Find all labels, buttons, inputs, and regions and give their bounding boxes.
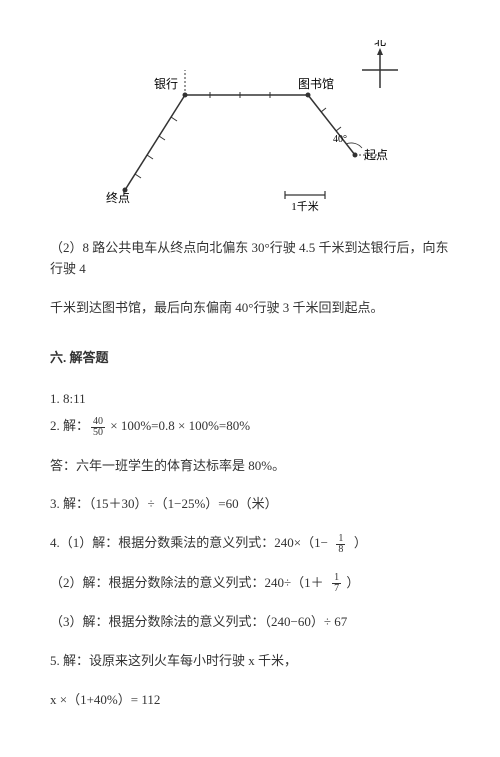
ans-2-answer: 答：六年一班学生的体育达标率是 80%。	[50, 456, 450, 477]
point-start	[353, 153, 358, 158]
ans-4-3: （3）解：根据分数除法的意义列式：（240−60）÷ 67	[50, 612, 450, 633]
diagram-svg: 北 银	[50, 40, 450, 220]
ans-4-2: （2）解：根据分数除法的意义列式：240÷（1＋ 17 ）	[50, 573, 450, 595]
seg-end-bank	[125, 95, 185, 190]
ans-4-2b: ）	[343, 575, 359, 590]
bank-label: 银行	[154, 77, 178, 91]
seg-library-start	[308, 95, 355, 155]
point-library	[306, 93, 311, 98]
route-diagram: 北 银	[50, 40, 450, 220]
fraction-40-50: 4050	[91, 417, 105, 438]
ans-3: 3. 解：（15＋30）÷（1−25%）=60（米）	[50, 494, 450, 515]
ans-4-1: 4.（1）解：根据分数乘法的意义列式：240×（1− 18 ）	[50, 533, 450, 555]
q2-line1: （2）8 路公共电车从终点向北偏东 30°行驶 4.5 千米到达银行后，向东行驶…	[50, 238, 450, 280]
scale-label: 1千米	[291, 200, 319, 213]
ans-2-rest: × 100%=0.8 × 100%=80%	[107, 418, 250, 433]
compass	[362, 48, 398, 88]
ticks-1	[135, 117, 177, 178]
fraction-1-7: 17	[332, 573, 341, 594]
library-label: 图书馆	[298, 76, 334, 91]
north-label: 北	[374, 40, 386, 48]
fraction-1-8: 18	[336, 534, 345, 555]
start-label: 起点	[364, 148, 388, 162]
ans-2-pre: 2. 解：	[50, 418, 89, 433]
ans-5-2: x ×（1+40%）= 112	[50, 690, 450, 711]
end-label: 终点	[106, 190, 130, 205]
point-bank	[183, 93, 188, 98]
ans-2: 2. 解：4050 × 100%=0.8 × 100%=80%	[50, 416, 450, 438]
q2-line2: 千米到达图书馆，最后向东偏南 40°行驶 3 千米回到起点。	[50, 298, 450, 319]
ans-4-2a: （2）解：根据分数除法的意义列式：240÷（1＋	[50, 575, 324, 590]
ans-5-1: 5. 解：设原来这列火车每小时行驶 x 千米，	[50, 651, 450, 672]
angle-label: 40°	[333, 134, 347, 145]
ticks-3	[321, 108, 341, 131]
ans-1: 1. 8:11	[50, 389, 450, 410]
section-6-title: 六. 解答题	[50, 348, 450, 369]
ans-4-1b: ）	[354, 535, 367, 550]
ans-4-1a: 4.（1）解：根据分数乘法的意义列式：240×（1−	[50, 535, 328, 550]
